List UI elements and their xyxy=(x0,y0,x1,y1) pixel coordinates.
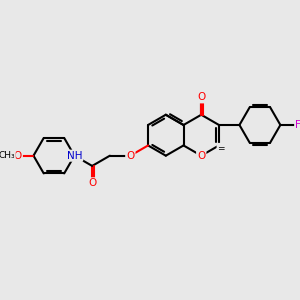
Text: F: F xyxy=(295,120,300,130)
Text: CH₃: CH₃ xyxy=(0,151,15,160)
Text: =: = xyxy=(218,144,225,153)
Text: O: O xyxy=(197,151,206,161)
Text: O: O xyxy=(197,92,206,102)
Text: O: O xyxy=(126,151,134,161)
Text: O: O xyxy=(14,151,22,161)
Text: NH: NH xyxy=(67,151,82,161)
Text: O: O xyxy=(88,178,96,188)
